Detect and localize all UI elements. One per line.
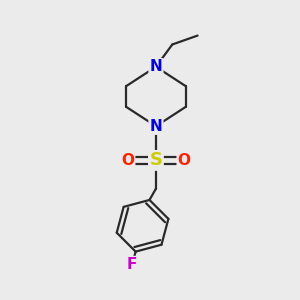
Text: O: O bbox=[121, 153, 134, 168]
Text: S: S bbox=[149, 152, 162, 169]
Text: F: F bbox=[127, 257, 137, 272]
Text: O: O bbox=[178, 153, 191, 168]
Text: N: N bbox=[150, 119, 162, 134]
Text: N: N bbox=[150, 59, 162, 74]
